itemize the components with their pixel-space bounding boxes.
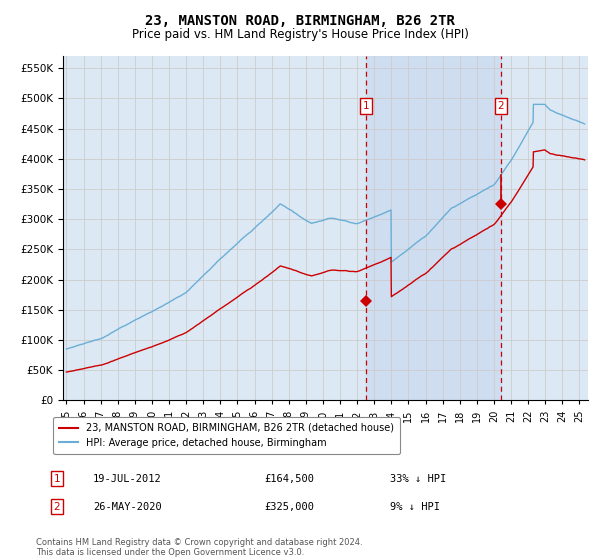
Text: Contains HM Land Registry data © Crown copyright and database right 2024.
This d: Contains HM Land Registry data © Crown c… xyxy=(36,538,362,557)
Text: 26-MAY-2020: 26-MAY-2020 xyxy=(93,502,162,512)
Text: 33% ↓ HPI: 33% ↓ HPI xyxy=(390,474,446,484)
Text: Price paid vs. HM Land Registry's House Price Index (HPI): Price paid vs. HM Land Registry's House … xyxy=(131,28,469,41)
Text: 1: 1 xyxy=(53,474,61,484)
Text: 2: 2 xyxy=(53,502,61,512)
Text: 1: 1 xyxy=(363,101,370,111)
Legend: 23, MANSTON ROAD, BIRMINGHAM, B26 2TR (detached house), HPI: Average price, deta: 23, MANSTON ROAD, BIRMINGHAM, B26 2TR (d… xyxy=(53,417,400,454)
Text: 9% ↓ HPI: 9% ↓ HPI xyxy=(390,502,440,512)
Text: 2: 2 xyxy=(497,101,504,111)
Text: £325,000: £325,000 xyxy=(264,502,314,512)
Text: 23, MANSTON ROAD, BIRMINGHAM, B26 2TR: 23, MANSTON ROAD, BIRMINGHAM, B26 2TR xyxy=(145,14,455,28)
Text: £164,500: £164,500 xyxy=(264,474,314,484)
Text: 19-JUL-2012: 19-JUL-2012 xyxy=(93,474,162,484)
